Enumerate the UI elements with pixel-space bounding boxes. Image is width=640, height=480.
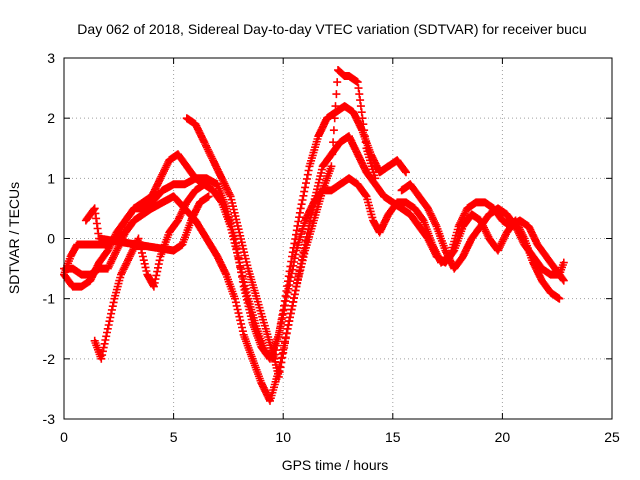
y-tick-label: -3 (43, 411, 56, 427)
y-tick-label: 3 (47, 50, 55, 66)
data-point-markers (60, 102, 410, 363)
data-points (60, 66, 568, 405)
data-point-markers (397, 180, 568, 279)
x-tick-label: 15 (385, 429, 401, 445)
series-track-4 (182, 66, 380, 381)
series-track-6 (81, 192, 213, 255)
x-axis-label: GPS time / hours (282, 457, 389, 473)
series-track-5 (90, 180, 209, 363)
y-tick-label: 2 (47, 110, 55, 126)
data-point-markers (60, 132, 564, 405)
x-tick-label: 10 (275, 429, 291, 445)
y-tick-label: -2 (43, 351, 56, 367)
data-point-markers (81, 192, 213, 255)
y-tick-label: 0 (47, 231, 55, 247)
y-tick-label: 1 (47, 170, 55, 186)
data-point-markers (182, 66, 380, 381)
y-tick-label: -1 (43, 291, 56, 307)
series-track-2 (60, 132, 564, 405)
x-tick-label: 0 (60, 429, 68, 445)
y-axis-label: SDTVAR / TECUs (6, 182, 22, 294)
x-tick-label: 20 (495, 429, 511, 445)
x-tick-label: 25 (604, 429, 620, 445)
data-point-markers (90, 180, 209, 363)
series-track-7 (397, 180, 568, 279)
x-tick-label: 5 (170, 429, 178, 445)
axis-ticks: 0 5 10 15 20 25 -3 -2 -1 0 1 2 3 (43, 50, 620, 445)
chart-title: Day 062 of 2018, Sidereal Day-to-day VTE… (77, 21, 586, 37)
series-track-3 (60, 102, 410, 363)
